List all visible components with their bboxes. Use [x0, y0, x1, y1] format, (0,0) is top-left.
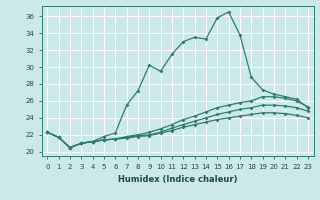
X-axis label: Humidex (Indice chaleur): Humidex (Indice chaleur) [118, 175, 237, 184]
